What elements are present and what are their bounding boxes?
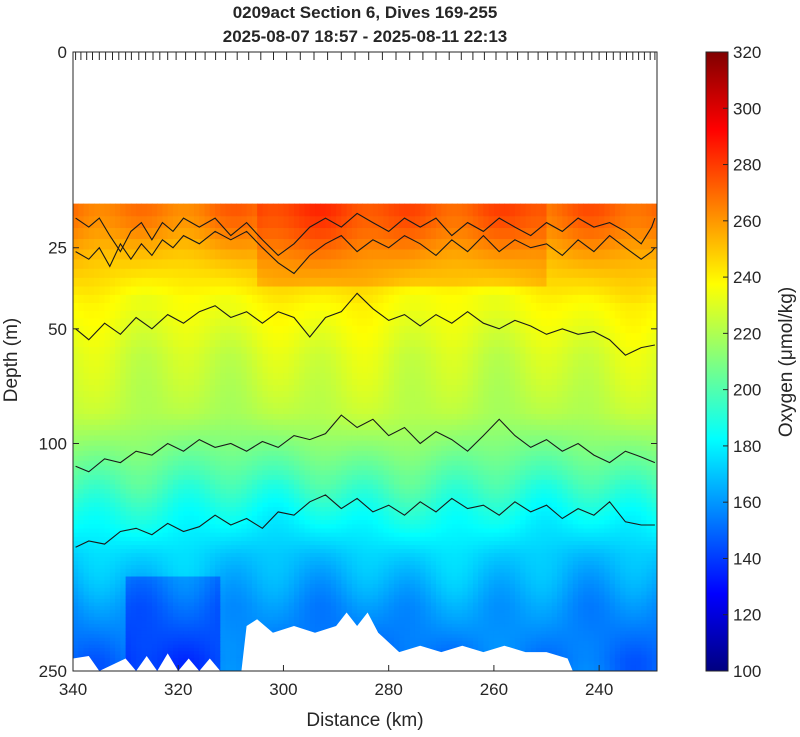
plot-area <box>73 52 658 672</box>
colorbar-tick-label: 140 <box>733 549 761 568</box>
colorbar-tick-label: 280 <box>733 156 761 175</box>
colorbar-tick-label: 120 <box>733 606 761 625</box>
x-tick-label: 300 <box>269 680 297 699</box>
colorbar-tick-label: 100 <box>733 662 761 681</box>
colorbar-gradient <box>706 52 728 671</box>
colorbar-tick-label: 300 <box>733 99 761 118</box>
x-tick-label: 240 <box>585 680 613 699</box>
colorbar-label: Oxygen (μmol/kg) <box>776 287 797 437</box>
x-axis-label: Distance (km) <box>306 710 423 731</box>
colorbar: 100 120 140 160 180 200 220 240 260 280 300 320 Oxy… <box>706 43 797 681</box>
y-axis-label: Depth (m) <box>1 318 22 402</box>
x-tick-label: 320 <box>164 680 192 699</box>
colorbar-tick-label: 240 <box>733 268 761 287</box>
y-tick-label: 250 <box>39 662 67 681</box>
x-tick-label: 340 <box>59 680 87 699</box>
colorbar-ticks: 100 120 140 160 180 200 220 240 260 280 300 320 <box>723 43 761 681</box>
colorbar-tick-label: 160 <box>733 493 761 512</box>
x-tick-label: 280 <box>374 680 402 699</box>
colorbar-tick-label: 200 <box>733 381 761 400</box>
oxygen-field <box>73 204 658 672</box>
colorbar-tick-label: 180 <box>733 437 761 456</box>
colorbar-tick-label: 220 <box>733 324 761 343</box>
colorbar-tick-label: 320 <box>733 43 761 62</box>
chart-subtitle: 2025-08-07 18:57 - 2025-08-11 22:13 <box>223 27 508 46</box>
x-tick-label: 260 <box>480 680 508 699</box>
colorbar-tick-label: 260 <box>733 212 761 231</box>
y-tick-label: 50 <box>48 320 67 339</box>
y-tick-label: 25 <box>48 239 67 258</box>
chart-title: 0209act Section 6, Dives 169-255 <box>233 3 498 22</box>
y-tick-label: 0 <box>58 43 67 62</box>
y-tick-label: 100 <box>39 434 67 453</box>
